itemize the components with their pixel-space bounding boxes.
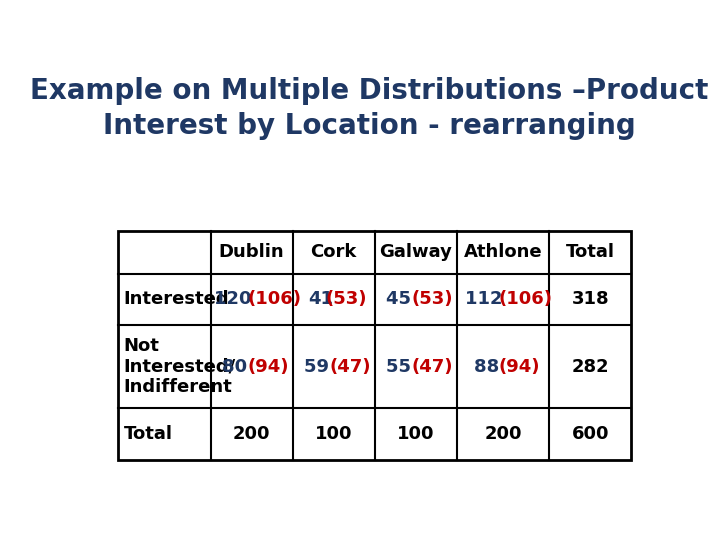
Text: 282: 282 [572,357,609,376]
Text: 55: 55 [386,357,418,376]
Text: 200: 200 [484,425,522,443]
Text: 200: 200 [233,425,270,443]
Text: 41: 41 [308,291,333,308]
Text: Galway: Galway [379,244,452,261]
Text: 59: 59 [304,357,336,376]
Text: (47): (47) [329,357,371,376]
Text: Cork: Cork [310,244,356,261]
Text: 45: 45 [386,291,418,308]
Text: 318: 318 [572,291,609,308]
Text: (47): (47) [411,357,453,376]
Text: 100: 100 [397,425,434,443]
Text: 600: 600 [572,425,609,443]
Text: Total: Total [566,244,615,261]
Text: (94): (94) [248,357,289,376]
Text: Not
Interested/
Indifferent: Not Interested/ Indifferent [124,337,235,396]
Text: (94): (94) [499,357,540,376]
Text: 80: 80 [222,357,253,376]
Text: (106): (106) [499,291,553,308]
Text: Total: Total [124,425,173,443]
Text: Athlone: Athlone [464,244,542,261]
Text: (53): (53) [411,291,453,308]
Text: 88: 88 [474,357,505,376]
Text: Example on Multiple Distributions –Product
Interest by Location - rearranging: Example on Multiple Distributions –Produ… [30,77,708,140]
Text: 120: 120 [214,291,258,308]
Text: (106): (106) [248,291,302,308]
Text: Dublin: Dublin [219,244,284,261]
Text: Interested: Interested [124,291,229,308]
Text: 100: 100 [315,425,352,443]
Text: 112: 112 [465,291,509,308]
Text: (53): (53) [325,291,366,308]
